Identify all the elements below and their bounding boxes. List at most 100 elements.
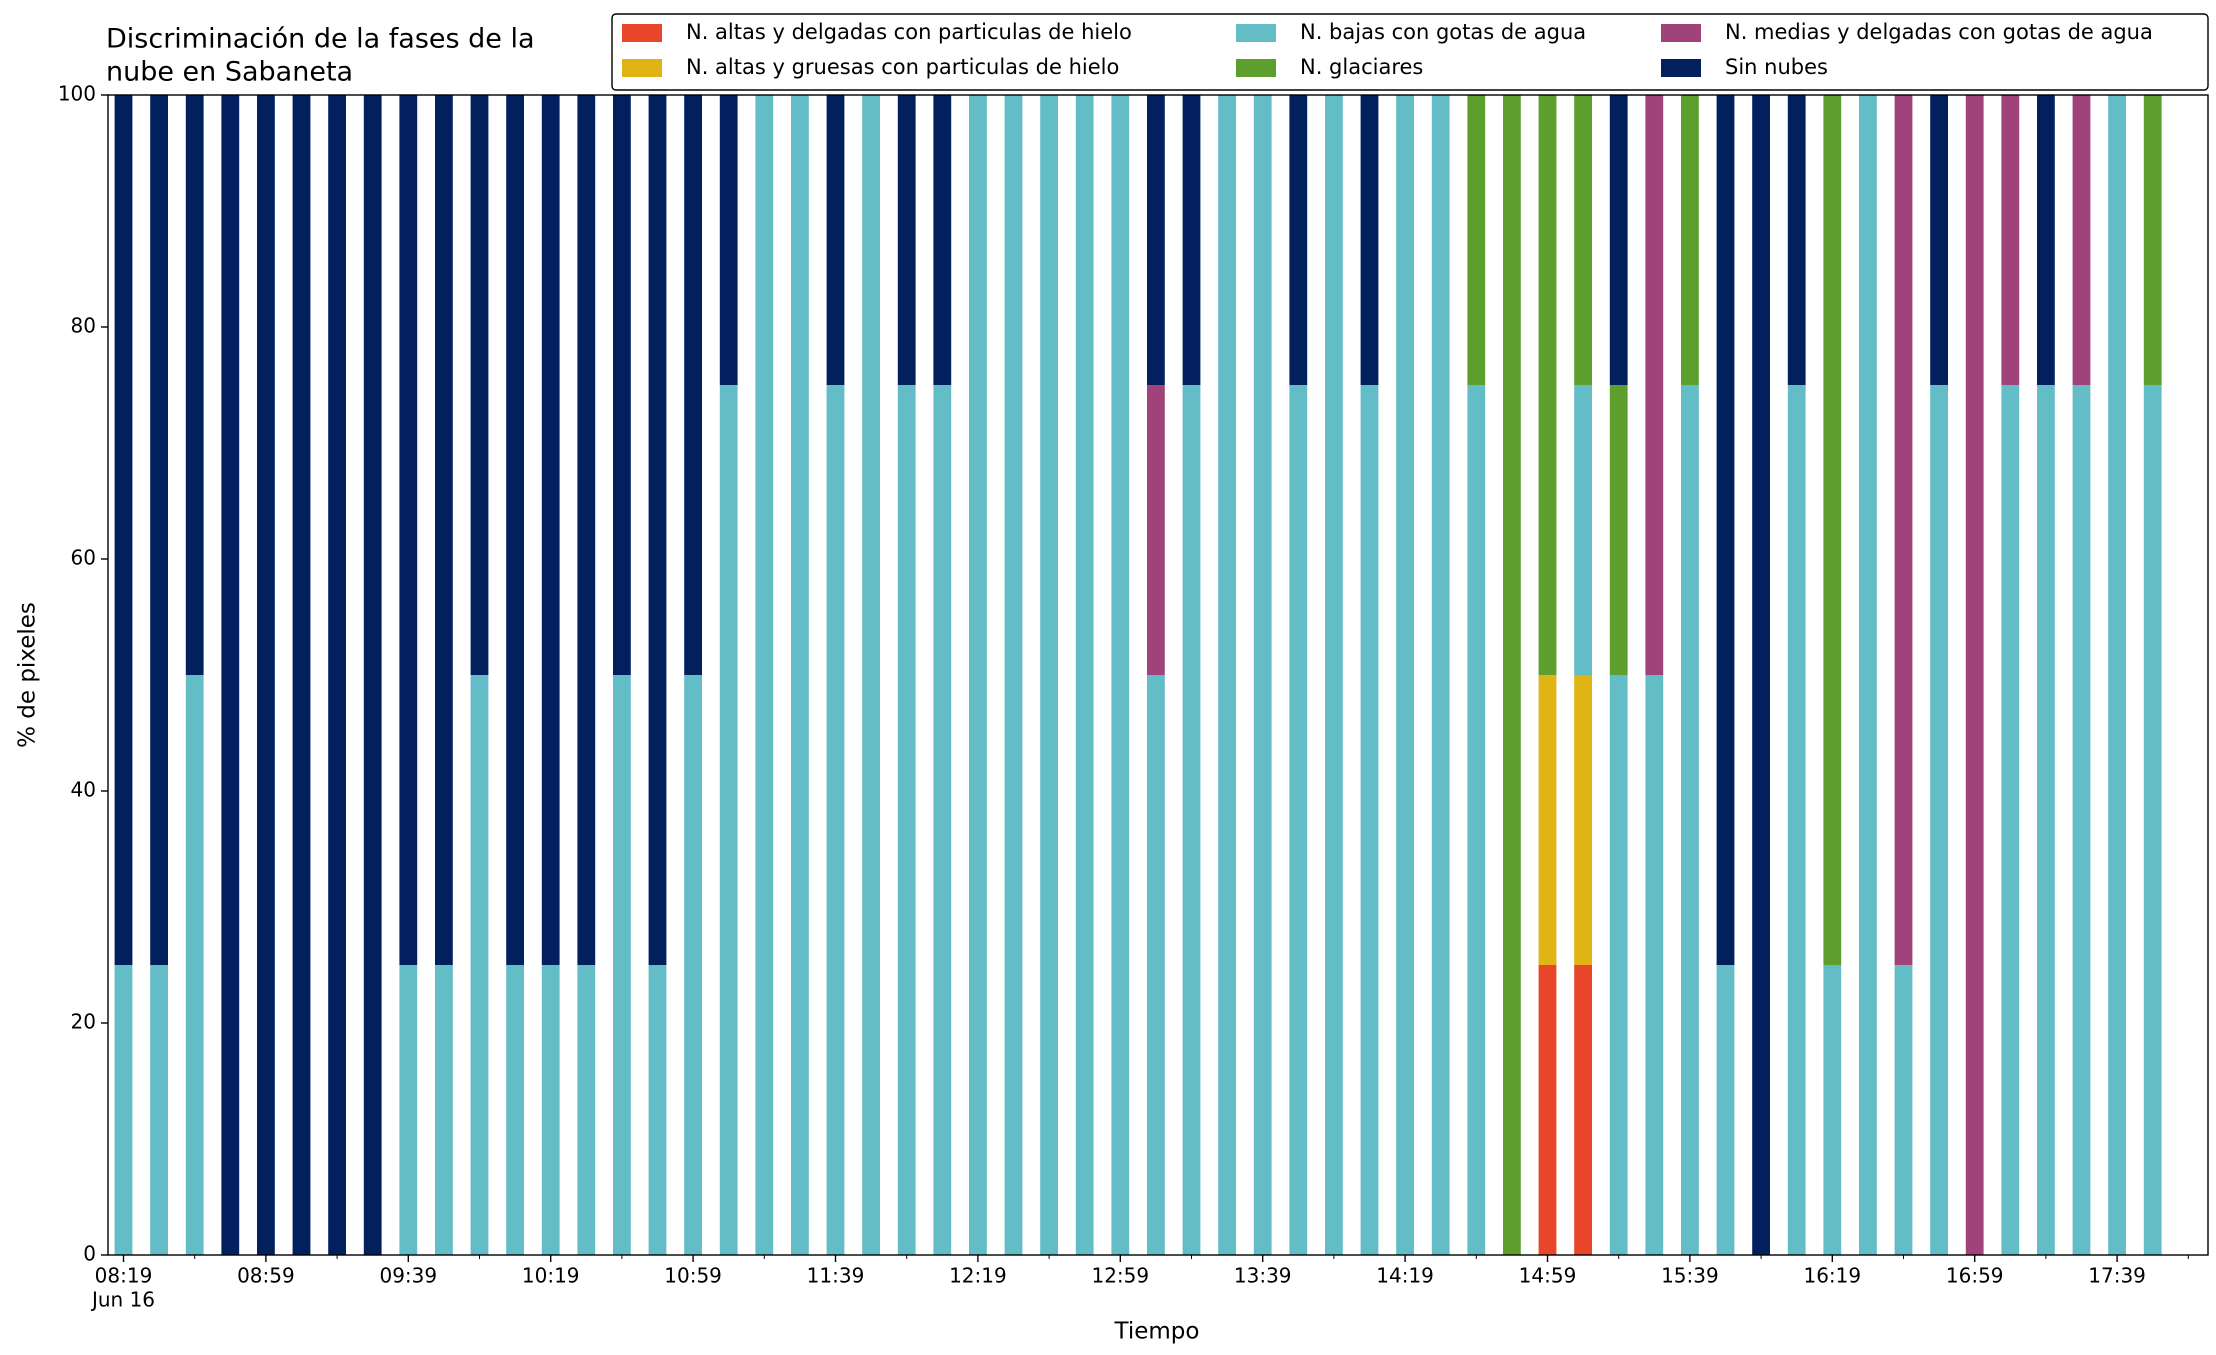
x-tick-label: 16:19 — [1803, 1264, 1861, 1288]
bar-segment — [791, 95, 809, 1255]
bar-segment — [1075, 95, 1094, 1255]
bar-segment — [2108, 95, 2126, 1255]
x-tick-label: 08:19 — [95, 1264, 153, 1288]
x-tick-label: 10:59 — [664, 1264, 722, 1288]
bar-segment — [2072, 385, 2091, 1255]
bar-segment — [1787, 385, 1806, 1255]
bar-segment — [1752, 95, 1770, 1255]
bar-segment — [1930, 385, 1948, 1255]
bar-segment — [2037, 385, 2055, 1255]
bar-segment — [719, 95, 738, 385]
legend-box — [611, 13, 2209, 91]
bar-segment — [150, 95, 168, 965]
bar-segment — [897, 95, 916, 385]
bar-segment — [2037, 95, 2055, 385]
legend-label: N. glaciares — [1300, 55, 1423, 79]
bar-segment — [1574, 95, 1592, 385]
x-tick-label: 10:19 — [522, 1264, 580, 1288]
bar-segment — [470, 95, 489, 675]
bar-segment — [399, 95, 418, 965]
bar-segment — [1325, 95, 1343, 1255]
bar-segment — [613, 675, 631, 1255]
bar-segment — [399, 965, 418, 1255]
x-tick-label: 12:59 — [1091, 1264, 1149, 1288]
bar-segment — [826, 385, 845, 1255]
bar-segment — [1609, 675, 1628, 1255]
x-tick-label: 15:39 — [1661, 1264, 1719, 1288]
legend-label: N. altas y delgadas con particulas de hi… — [686, 20, 1132, 44]
bar-segment — [114, 95, 133, 965]
bar-segment — [1645, 95, 1664, 675]
chart-title: Discriminación de la fases de la — [106, 24, 535, 55]
legend-label: N. bajas con gotas de agua — [1300, 20, 1586, 44]
x-tick-label: 09:39 — [379, 1264, 437, 1288]
legend-label: Sin nubes — [1725, 55, 1828, 79]
bar-segment — [1360, 95, 1379, 385]
bar-segment — [328, 95, 346, 1255]
bar-segment — [648, 95, 667, 965]
bar-segment — [1467, 385, 1486, 1255]
bar-segment — [1147, 675, 1165, 1255]
bar-segment — [1111, 95, 1130, 1255]
bar-segment — [933, 95, 952, 385]
bar-segment — [1182, 95, 1201, 385]
bar-segment — [114, 965, 133, 1255]
bar-segment — [185, 95, 204, 675]
legend-swatch — [1236, 24, 1276, 42]
bar-segment — [1431, 95, 1450, 1255]
bar-segment — [755, 95, 774, 1255]
bar-segment — [1004, 95, 1023, 1255]
bar-segment — [826, 95, 845, 385]
bar-segment — [435, 95, 453, 965]
bar-segment — [1965, 95, 1984, 1255]
bar-segment — [1609, 385, 1628, 675]
bar-segment — [470, 675, 489, 1255]
chart-title: nube en Sabaneta — [106, 57, 353, 88]
x-tick-label: 16:59 — [1946, 1264, 2004, 1288]
bar-segment — [897, 385, 916, 1255]
y-tick-label: 80 — [71, 314, 96, 338]
bar-segment — [719, 385, 738, 1255]
x-tick-label: 14:19 — [1376, 1264, 1434, 1288]
bar-segment — [1787, 95, 1806, 385]
y-tick-label: 100 — [58, 82, 96, 106]
bar-segment — [1218, 95, 1236, 1255]
x-tick-label: 08:59 — [237, 1264, 295, 1288]
bar-segment — [613, 95, 631, 675]
bar-segment — [2143, 385, 2162, 1255]
bar-segment — [1930, 95, 1948, 385]
bar-segment — [363, 95, 382, 1255]
bar-segment — [221, 95, 240, 1255]
bar-segment — [1538, 95, 1557, 675]
bar-segment — [1574, 965, 1592, 1255]
bar-segment — [862, 95, 880, 1255]
bar-segment — [2072, 95, 2091, 385]
bar-segment — [1645, 675, 1664, 1255]
bar-segment — [541, 965, 560, 1255]
bar-segment — [1538, 675, 1557, 965]
bar-segment — [541, 95, 560, 965]
bar-segment — [577, 95, 596, 965]
bar-segment — [577, 965, 596, 1255]
bar-segment — [969, 95, 987, 1255]
x-axis-label: Tiempo — [1114, 1319, 1200, 1345]
y-tick-label: 60 — [71, 546, 96, 570]
bar-segment — [1681, 385, 1699, 1255]
bar-segment — [1894, 95, 1913, 965]
legend-swatch — [622, 24, 662, 42]
bar-segment — [435, 965, 453, 1255]
bar-segment — [1681, 95, 1699, 385]
bar-segment — [684, 95, 702, 675]
bar-segment — [1289, 385, 1308, 1255]
bar-segment — [1823, 95, 1842, 965]
bar-segment — [1182, 385, 1201, 1255]
x-tick-label: 12:19 — [949, 1264, 1007, 1288]
x-date-label: Jun 16 — [90, 1288, 155, 1312]
bar-segment — [1609, 95, 1628, 385]
bar-segment — [1538, 965, 1557, 1255]
bar-segment — [2001, 385, 2020, 1255]
bar-segment — [1147, 385, 1165, 675]
bar-segment — [1574, 385, 1592, 675]
bar-segment — [1574, 675, 1592, 965]
